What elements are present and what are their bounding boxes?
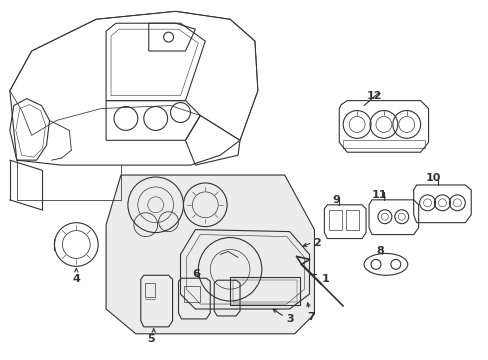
Polygon shape <box>106 175 314 334</box>
Text: 3: 3 <box>285 314 293 324</box>
Bar <box>328 210 342 230</box>
Text: 7: 7 <box>307 312 315 322</box>
Bar <box>343 140 424 148</box>
Bar <box>230 277 299 305</box>
Text: 2: 2 <box>313 238 321 248</box>
Text: 6: 6 <box>192 269 200 279</box>
Bar <box>144 283 154 297</box>
Bar <box>233 280 296 302</box>
Text: 9: 9 <box>332 195 340 205</box>
Text: 1: 1 <box>321 274 328 284</box>
Text: 10: 10 <box>425 173 440 183</box>
Text: 5: 5 <box>146 334 154 344</box>
Bar <box>346 210 358 230</box>
Text: 11: 11 <box>370 190 386 200</box>
Text: 12: 12 <box>366 91 381 101</box>
Bar <box>184 286 200 302</box>
Text: 4: 4 <box>72 274 80 284</box>
Text: 8: 8 <box>375 247 383 256</box>
